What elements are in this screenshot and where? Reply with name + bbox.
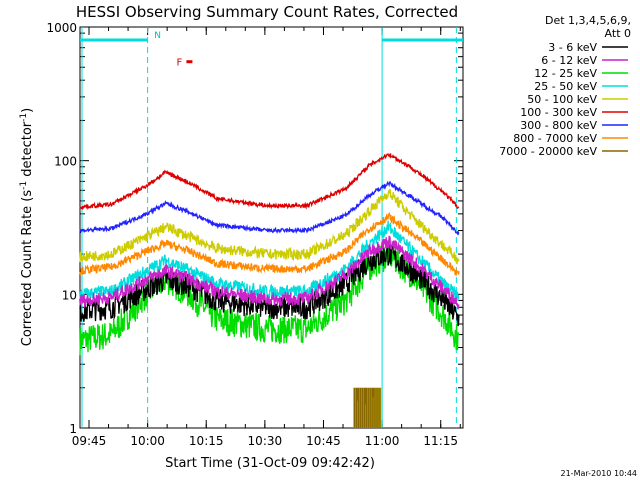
x-tick-label: 10:00 xyxy=(130,434,165,448)
x-tick-label: 10:45 xyxy=(306,434,341,448)
y-axis-label-end: ) xyxy=(20,108,35,113)
series-line-5 xyxy=(79,153,460,211)
x-tick-label: 11:00 xyxy=(365,434,400,448)
series-layer xyxy=(79,153,460,428)
chart-title: HESSI Observing Summary Count Rates, Cor… xyxy=(76,3,458,21)
series-line-1 xyxy=(79,235,460,310)
y-tick-label: 1000 xyxy=(46,21,77,35)
x-tick-label: 09:45 xyxy=(72,434,107,448)
series-line-6 xyxy=(79,180,460,236)
plot-frame xyxy=(79,26,464,429)
legend-header-line-1: Det 1,3,4,5,6,9, xyxy=(545,14,631,27)
y-axis-label-middle: detector xyxy=(20,121,35,181)
y-axis-label-superscript-2: -1 xyxy=(19,113,29,122)
legend-label: 800 - 7000 keV xyxy=(513,132,597,145)
legend-label: 3 - 6 keV xyxy=(548,41,597,54)
night-flag-label: N xyxy=(154,31,161,41)
y-tick-label: 10 xyxy=(62,288,77,302)
legend-label: 300 - 800 keV xyxy=(520,119,597,132)
axis-ticks: 09:45 10:00 10:15 10:30 10:45 11:00 11:15 1 10 10… xyxy=(46,21,463,448)
x-tick-label: 10:15 xyxy=(189,434,224,448)
y-axis-label-main: Corrected Count Rate (s xyxy=(20,190,35,347)
legend-label: 6 - 12 keV xyxy=(541,54,597,67)
y-tick-label: 1 xyxy=(69,422,77,436)
x-axis-label: Start Time (31-Oct-09 09:42:42) xyxy=(165,456,375,471)
legend-label: 50 - 100 keV xyxy=(527,93,597,106)
legend-label: 7000 - 20000 keV xyxy=(499,145,597,158)
legend-header-line-2: Att 0 xyxy=(605,27,631,40)
legend-label: 12 - 25 keV xyxy=(534,67,597,80)
x-tick-label: 10:30 xyxy=(248,434,283,448)
series-line-7 xyxy=(79,211,460,276)
x-tick-label: 11:15 xyxy=(423,434,458,448)
y-tick-label: 100 xyxy=(54,155,77,169)
date-stamp: 21-Mar-2010 10:44 xyxy=(561,469,638,478)
legend-label: 100 - 300 keV xyxy=(520,106,597,119)
y-axis-label: Corrected Count Rate (s-1 detector-1) xyxy=(19,108,35,346)
series-line-4 xyxy=(79,188,460,265)
legend-label: 25 - 50 keV xyxy=(534,80,597,93)
y-axis-label-superscript-1: -1 xyxy=(19,181,29,190)
flare-flag-label: F xyxy=(177,58,183,69)
